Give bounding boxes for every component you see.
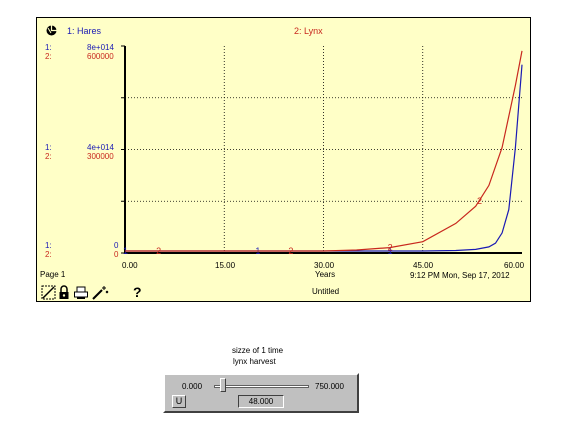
series-marker-hares: 1 xyxy=(388,246,393,256)
legend-lynx: 2: Lynx xyxy=(294,26,323,36)
ybot-s1-tag: 1: xyxy=(45,241,52,250)
ymid-s1-tag: 1: xyxy=(45,143,52,152)
x-tick-label: 45.00 xyxy=(413,261,434,270)
x-tick-label: 15.00 xyxy=(215,261,236,270)
slider-min-label: 0.000 xyxy=(182,382,203,391)
slider-thumb[interactable] xyxy=(220,378,227,392)
slider-panel: 0.000 750.000 U 48.000 xyxy=(163,373,359,413)
ytop-s2-tag: 2: xyxy=(45,52,52,61)
x-tick-label: 60.00 xyxy=(504,261,525,270)
graph-type-icon[interactable] xyxy=(46,25,57,36)
ybot-s2-value: 0 xyxy=(114,250,119,259)
x-axis-label: Years xyxy=(315,270,336,279)
x-tick-label: 0.00 xyxy=(122,261,138,270)
ybot-s1-value: 0 xyxy=(114,241,119,250)
ymid-s2-value: 300000 xyxy=(87,152,114,161)
help-icon[interactable]: ? xyxy=(133,284,142,300)
print-icon[interactable] xyxy=(73,284,89,300)
series-marker-lynx: 2 xyxy=(288,246,293,256)
ytop-s2-value: 600000 xyxy=(87,52,114,61)
slider-max-label: 750.000 xyxy=(315,382,344,391)
slider-value-field[interactable]: 48.000 xyxy=(238,395,284,408)
slider-track[interactable] xyxy=(214,385,309,388)
page-label[interactable]: Page 1 xyxy=(40,270,66,279)
pin-icon[interactable] xyxy=(40,284,56,300)
ymid-s1-value: 4e+014 xyxy=(87,143,114,152)
unit-button[interactable]: U xyxy=(172,395,186,408)
x-tick-label: 30.00 xyxy=(314,261,335,270)
document-title: Untitled xyxy=(312,287,340,296)
ymid-s2-tag: 2: xyxy=(45,152,52,161)
ytop-s1-value: 8e+014 xyxy=(87,43,114,52)
timestamp: 9:12 PM Mon, Sep 17, 2012 xyxy=(410,271,510,280)
graph-panel: 1: Hares 2: Lynx 1: 8e+014 2: 600000 1: … xyxy=(36,17,531,302)
ytop-s1-tag: 1: xyxy=(45,43,52,52)
series-marker-lynx: 2 xyxy=(477,196,482,206)
legend-hares: 1: Hares xyxy=(67,26,102,36)
series-marker-lynx: 2 xyxy=(388,243,393,253)
slider-title-line2: lynx harvest xyxy=(233,357,276,366)
magic-wand-icon[interactable] xyxy=(91,284,109,300)
ybot-s2-tag: 2: xyxy=(45,250,52,259)
slider-title-line1: sizze of 1 time xyxy=(232,346,284,355)
series-marker-lynx: 2 xyxy=(156,246,161,256)
plot-area: 1 1 12 2 22 xyxy=(121,45,523,256)
series-line-lynx xyxy=(125,50,523,252)
lock-icon[interactable] xyxy=(58,284,70,300)
